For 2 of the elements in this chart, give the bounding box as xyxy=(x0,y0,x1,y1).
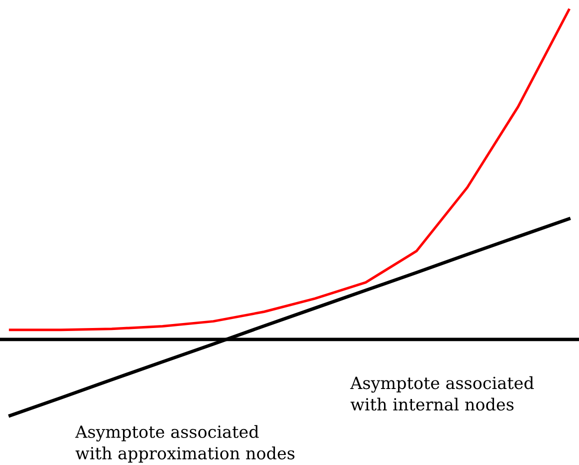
annotation: Asymptote associated with internal nodes xyxy=(350,376,534,411)
text: Asymptote associated with approximation nodes xyxy=(75,425,294,463)
